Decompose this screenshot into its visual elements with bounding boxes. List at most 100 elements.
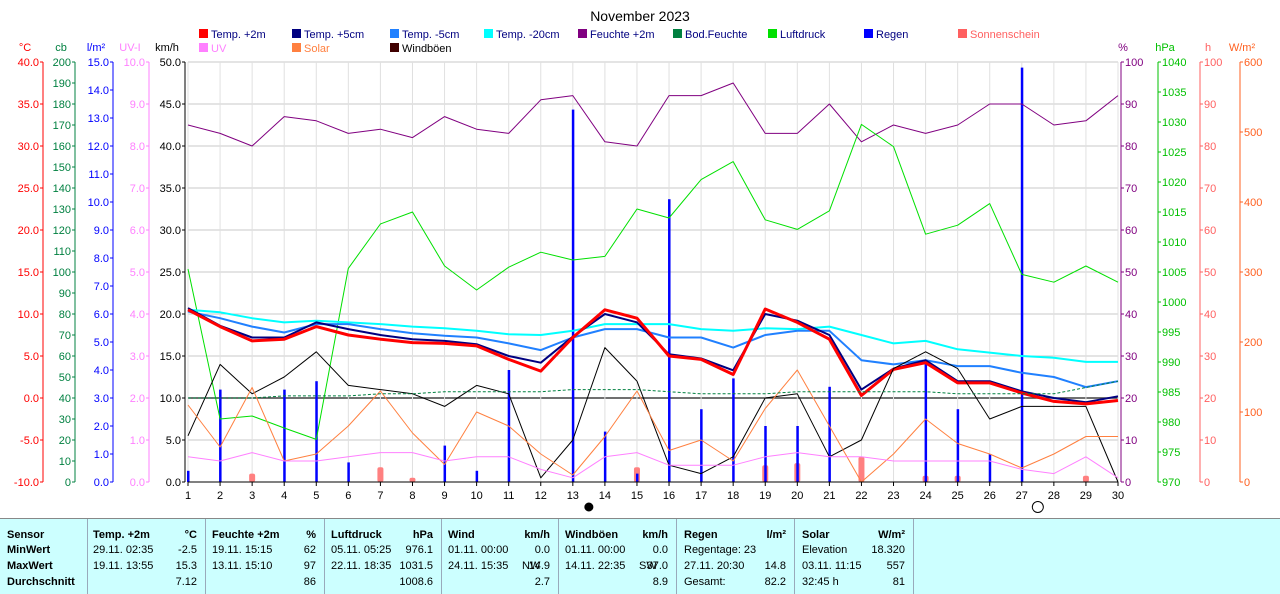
rain-bar: [219, 389, 222, 482]
stats-gust-max-value: 37.0: [646, 560, 668, 572]
x-tick-label: 8: [409, 490, 415, 502]
axis-unit-rain: l/m²: [87, 42, 106, 54]
axis-tick-label: 40: [1204, 309, 1216, 321]
axis-tick-label: 14.0: [88, 85, 109, 97]
x-tick-label: 10: [470, 490, 482, 502]
stats-hum-unit: %: [306, 529, 316, 541]
legend-label: Bod.Feuchte: [685, 29, 747, 41]
axis-tick-label: 15.0: [88, 57, 109, 69]
stats-press-min-time: 05.11. 05:25: [331, 544, 392, 556]
sunshine-bar: [377, 467, 384, 482]
new-moon-icon: [584, 502, 594, 512]
x-tick-label: 15: [631, 490, 643, 502]
axis-tick-label: 40: [59, 393, 71, 405]
axis-tick-label: 200: [53, 57, 71, 69]
x-tick-label: 2: [217, 490, 223, 502]
stats-humidity: Feuchte +2m% 19.11. 15:15 62 13.11. 15:10…: [206, 519, 325, 594]
legend-item: Luftdruck: [768, 29, 826, 41]
x-tick-label: 4: [281, 490, 287, 502]
axis-tick-label: 100: [1244, 407, 1262, 419]
stats-temp-unit: °C: [184, 529, 197, 541]
stats-press-header: Luftdruck: [331, 529, 382, 541]
axis-tick-label: 200: [1244, 337, 1262, 349]
axis-tick-label: 1005: [1162, 267, 1186, 279]
axis-tick-label: -10.0: [14, 477, 39, 489]
stats-rain: Regen l/m² Regentage: 23 27.11. 20:30 14.8…: [677, 519, 795, 594]
moon-phases: [584, 501, 1044, 513]
series-line: [187, 82, 1119, 147]
axis-tick-label: 35.0: [160, 183, 181, 195]
series-line: [187, 123, 1119, 440]
axis-tick-label: 50: [1204, 267, 1216, 279]
legend-swatch: [578, 29, 587, 38]
axis-tick-label: 0.0: [130, 477, 145, 489]
axis-tick-label: 15.0: [18, 267, 39, 279]
axis-tick-label: 7.0: [94, 281, 109, 293]
axis-tick-label: 12.0: [88, 141, 109, 153]
axis-tick-label: 90: [59, 288, 71, 300]
rain-bar: [764, 426, 767, 482]
stats-sensor: Sensor MinWert MaxWert Durchschnitt: [0, 519, 88, 594]
legend-item: Temp. +5cm: [292, 29, 364, 41]
stats-wind-avg-value: 2.7: [534, 576, 550, 588]
axis-tick-label: 170: [53, 120, 71, 132]
stats-hum-min-time: 19.11. 15:15: [212, 544, 273, 556]
stats-temp-max-time: 19.11. 13:55: [93, 560, 154, 572]
chart-bars: [187, 67, 1089, 482]
stats-gust-min-time: 01.11. 00:00: [565, 544, 626, 556]
axis-tick-label: 980: [1162, 417, 1180, 429]
axis-tick-label: 0: [1244, 477, 1250, 489]
axis-tick-label: 15.0: [160, 351, 181, 363]
axis-tick-label: 2.0: [94, 421, 109, 433]
axis-tick-label: 975: [1162, 447, 1180, 459]
legend-item: Temp. -20cm: [484, 29, 560, 41]
axis-tick-label: 20.0: [18, 225, 39, 237]
x-tick-label: 24: [919, 490, 931, 502]
rain-bar: [700, 409, 703, 482]
axis-tick-label: 90: [1204, 99, 1216, 111]
chart-legend: Temp. +2m Temp. +5cm Temp. -5cm Temp. -20cm…: [199, 29, 1040, 55]
stats-solar-header: Solar: [802, 529, 830, 541]
stats-hum-header: Feuchte +2m: [212, 529, 280, 541]
series-line: [187, 308, 1118, 363]
legend-label: Solar: [304, 43, 330, 55]
rain-bar: [571, 109, 575, 482]
axis-tick-label: 1035: [1162, 87, 1186, 99]
stats-wind-unit: km/h: [524, 529, 550, 541]
full-moon-icon: [1031, 501, 1044, 513]
x-tick-label: 17: [695, 490, 707, 502]
legend-label: Regen: [876, 29, 908, 41]
axis-tick-label: 30: [59, 414, 71, 426]
stats-gust-unit: km/h: [642, 529, 668, 541]
x-tick-label: 18: [727, 490, 739, 502]
axis-tick-label: 0.0: [94, 477, 109, 489]
legend-swatch: [768, 29, 777, 38]
axis-tick-label: 190: [53, 78, 71, 90]
axis-tick-label: 0.0: [166, 477, 181, 489]
axis-tick-label: 1.0: [130, 435, 145, 447]
stats-rain-days: Regentage: 23: [684, 544, 757, 556]
axis-tick-label: 5.0: [130, 267, 145, 279]
legend-swatch: [199, 43, 208, 52]
x-tick-label: 28: [1048, 490, 1060, 502]
stats-min-label: MinWert: [7, 544, 51, 556]
rain-bar: [668, 199, 671, 482]
legend-item: Regen: [864, 29, 908, 41]
rain-bar: [635, 473, 639, 482]
axis-tick-label: 6.0: [130, 225, 145, 237]
axis-tick-label: 9.0: [94, 225, 109, 237]
axis-tick-label: 1015: [1162, 207, 1186, 219]
axis-tick-label: 8.0: [94, 253, 109, 265]
x-tick-label: 12: [535, 490, 547, 502]
rain-bar: [988, 454, 992, 482]
rain-bar: [924, 361, 928, 482]
rain-bar: [315, 381, 318, 482]
axis-tick-label: 45.0: [160, 99, 181, 111]
axis-tick-label: 100: [53, 267, 71, 279]
stats-pressure: Luftdruck hPa 05.11. 05:25 976.1 22.11. 18…: [325, 519, 442, 594]
axis-tick-label: 1.0: [94, 449, 109, 461]
legend-swatch: [484, 29, 493, 38]
stats-rain-unit: l/m²: [766, 529, 786, 541]
x-tick-label: 9: [441, 490, 447, 502]
axis-tick-label: 35.0: [18, 99, 39, 111]
